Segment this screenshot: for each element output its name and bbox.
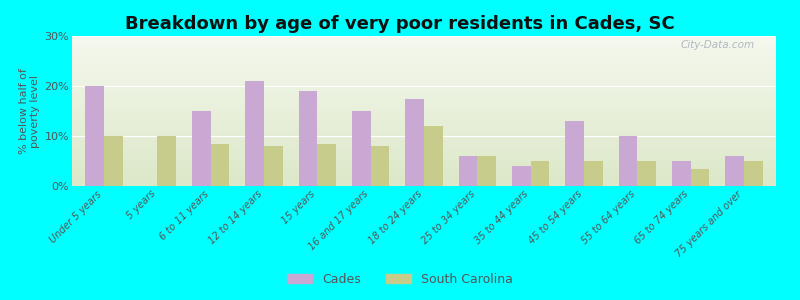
Y-axis label: % below half of
poverty level: % below half of poverty level <box>18 68 40 154</box>
Bar <box>744 161 762 186</box>
Bar <box>566 121 584 186</box>
Bar <box>584 161 602 186</box>
Text: Breakdown by age of very poor residents in Cades, SC: Breakdown by age of very poor residents … <box>125 15 675 33</box>
Bar <box>726 156 744 186</box>
Bar <box>192 111 210 186</box>
Bar <box>158 136 176 186</box>
Bar <box>478 156 496 186</box>
Bar <box>298 91 318 186</box>
Bar <box>210 143 230 186</box>
Bar <box>458 156 478 186</box>
Bar <box>318 143 336 186</box>
Bar <box>690 169 710 186</box>
Bar <box>246 81 264 186</box>
Bar <box>672 161 690 186</box>
Bar <box>406 98 424 186</box>
Text: City-Data.com: City-Data.com <box>681 40 755 50</box>
Bar <box>638 161 656 186</box>
Bar <box>424 126 442 186</box>
Bar <box>512 166 530 186</box>
Legend: Cades, South Carolina: Cades, South Carolina <box>282 268 518 291</box>
Bar <box>370 146 390 186</box>
Bar <box>264 146 282 186</box>
Bar <box>530 161 550 186</box>
Bar <box>352 111 370 186</box>
Bar <box>86 86 104 186</box>
Bar <box>104 136 122 186</box>
Bar <box>618 136 638 186</box>
